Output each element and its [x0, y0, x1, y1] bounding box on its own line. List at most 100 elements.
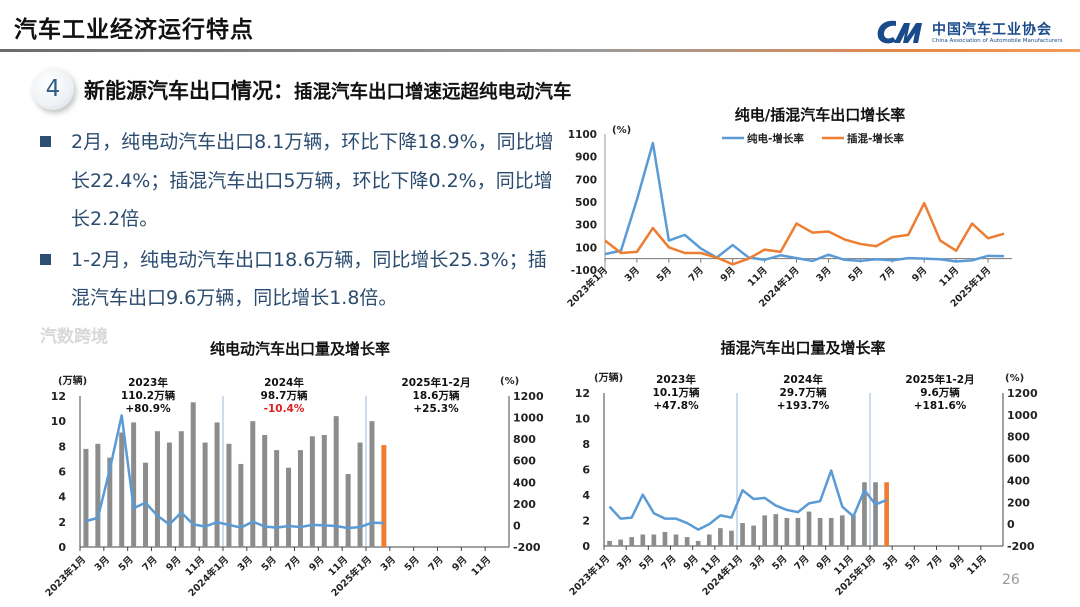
- y2-tick-label: 1200: [1007, 387, 1038, 400]
- volume-bar: [143, 462, 149, 547]
- y2-tick-label: 1000: [1007, 409, 1038, 422]
- section-heading-main: 新能源汽车出口情况：: [84, 79, 294, 103]
- x-tick-label: 7月: [659, 553, 678, 572]
- x-tick-label: 9月: [719, 265, 738, 284]
- volume-bar: [839, 515, 845, 546]
- volume-bar: [214, 422, 220, 547]
- annotation-volume: 9.6万辆: [920, 386, 960, 399]
- y-tick-label: 6: [582, 464, 590, 477]
- volume-bar: [706, 534, 712, 546]
- logo-en-name: China Association of Automobile Manufact…: [932, 38, 1063, 44]
- x-tick-label: 3月: [748, 553, 767, 572]
- y-axis-unit: (万辆): [594, 371, 623, 384]
- caam-logo: 中国汽车工业协会 China Association of Automobile…: [874, 17, 1064, 49]
- y-tick-label: -100: [571, 265, 597, 277]
- volume-bar: [274, 450, 280, 547]
- x-tick-label: 9月: [307, 554, 326, 573]
- volume-bar: [784, 517, 790, 546]
- y2-tick-label: 200: [513, 498, 536, 511]
- volume-bar: [751, 525, 756, 546]
- y-tick-label: 4: [58, 491, 66, 504]
- annotation-growth: -10.4%: [264, 403, 305, 415]
- growth-rate-line-chart: 纯电/插混汽车出口增长率 (%) 纯电-增长率 插混-增长率 1100 900 70…: [565, 106, 1012, 310]
- x-tick-label: 3月: [615, 553, 634, 572]
- volume-bar: [190, 402, 196, 547]
- bullet-item-2: 1-2月，纯电动汽车出口18.6万辆，同比增长25.3%；插混汽车出口9.6万辆…: [40, 241, 565, 318]
- x-tick-label: 5月: [903, 553, 922, 572]
- volume-bar: [740, 523, 745, 546]
- volume-bar: [817, 517, 823, 546]
- annotation-year: 2023年: [128, 376, 168, 389]
- x-tick-label: 9月: [815, 553, 834, 572]
- volume-bar: [119, 432, 125, 547]
- x-tick-label: 11月: [937, 265, 961, 289]
- x-tick-label: 5月: [655, 265, 674, 284]
- volume-bar: [250, 421, 256, 547]
- x-tick-label: 5月: [260, 554, 279, 573]
- y-tick-label: 10: [51, 415, 67, 428]
- y2-tick-label: 600: [513, 455, 536, 468]
- x-tick-label: 3月: [623, 265, 642, 284]
- volume-bar: [178, 431, 184, 547]
- phev-growth-line: [604, 201, 1005, 266]
- y-tick-label: 1100: [568, 129, 597, 141]
- x-tick-label: 3月: [93, 554, 112, 573]
- volume-bar: [618, 539, 623, 546]
- x-tick-label: 9月: [910, 265, 929, 284]
- annotation-volume: 98.7万辆: [261, 389, 308, 402]
- annotation-year: 2025年1-2月: [401, 376, 470, 389]
- bullet-item-1: 2月，纯电动汽车出口8.1万辆，环比下降18.9%，同比增长22.4%；插混汽车…: [40, 123, 565, 239]
- section-heading: 新能源汽车出口情况：插混汽车出口增速远超纯电动汽车: [84, 75, 572, 105]
- bullet-text: 1-2月，纯电动汽车出口18.6万辆，同比增长25.3%；插混汽车出口9.6万辆…: [71, 248, 547, 310]
- annotation-volume: 18.6万辆: [413, 389, 460, 402]
- volume-bar: [262, 435, 268, 547]
- y2-tick-label: 400: [513, 476, 536, 489]
- bev-export-combo-chart: 纯电动汽车出口量及增长率 (万辆) (%) 12 10 8 6 4 2 0 1200 1000 800…: [43, 340, 544, 599]
- volume-bar: [226, 443, 232, 547]
- annotation-volume: 10.1万辆: [653, 386, 700, 399]
- y-tick-label: 10: [575, 413, 591, 426]
- y-axis-unit: (万辆): [58, 374, 87, 387]
- volume-bar: [651, 534, 657, 546]
- x-tick-label: 5月: [770, 553, 789, 572]
- y-tick-label: 8: [58, 440, 66, 453]
- x-tick-label: 7月: [283, 554, 302, 573]
- annotation-growth: +193.7%: [777, 400, 830, 412]
- chart-title: 纯电动汽车出口量及增长率: [210, 340, 390, 358]
- volume-bar: [357, 442, 363, 547]
- annotation-growth: +25.3%: [413, 403, 459, 415]
- x-tick-label: 3月: [881, 553, 900, 572]
- y-tick-label: 500: [575, 197, 597, 209]
- annotation-volume: 110.2万辆: [121, 389, 176, 402]
- y2-tick-label: -200: [513, 541, 541, 554]
- slide-title: 汽车工业经济运行特点: [14, 17, 254, 43]
- x-tick-label: 5月: [117, 554, 136, 573]
- x-tick-label: 7月: [687, 265, 706, 284]
- y2-tick-label: 0: [513, 519, 521, 532]
- x-tick-label: 3月: [379, 554, 398, 573]
- y2-tick-label: -200: [1007, 540, 1035, 553]
- volume-bar: [684, 537, 690, 546]
- volume-bar: [333, 416, 339, 547]
- volume-bar: [166, 442, 172, 547]
- legend-label-bev: 纯电-增长率: [747, 132, 804, 145]
- current-month-bar: [884, 482, 889, 546]
- volume-bar: [83, 448, 89, 547]
- y-tick-label: 6: [58, 466, 66, 479]
- square-bullet-icon: [40, 136, 51, 147]
- x-tick-label: 9月: [450, 554, 469, 573]
- watermark-text: 汽数跨境: [40, 327, 108, 347]
- volume-bar: [718, 528, 723, 546]
- phev-export-combo-chart: 插混汽车出口量及增长率 (万辆) (%) 12 10 8 6 4 2 0 1200 1000 800 6…: [567, 339, 1038, 598]
- growth-rate-line: [608, 469, 888, 531]
- volume-bar: [762, 515, 768, 546]
- x-tick-label: 3月: [236, 554, 255, 573]
- volume-bar: [828, 517, 834, 546]
- volume-bar: [862, 482, 867, 546]
- x-tick-label: 5月: [637, 553, 656, 572]
- current-month-bar: [381, 445, 387, 547]
- y-tick-label: 0: [582, 540, 590, 553]
- growth-rate-line: [85, 414, 384, 530]
- y-tick-label: 2: [58, 516, 66, 529]
- y-tick-label: 300: [575, 220, 597, 232]
